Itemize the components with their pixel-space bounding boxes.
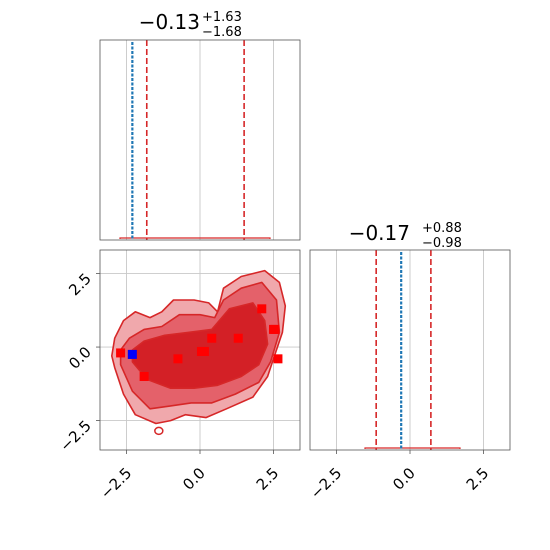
histogram-panel-x: −0.13 +1.63 −1.68 — [99, 10, 301, 241]
joint-ytick-label: 2.5 — [65, 270, 95, 300]
histogram-y-bars — [364, 447, 461, 449]
joint-sample-marker — [257, 304, 267, 314]
joint-contours — [111, 269, 287, 436]
histogram-x-grid — [126, 40, 274, 240]
joint-contour-islet — [154, 426, 164, 436]
joint-sample-marker — [233, 333, 243, 343]
histogram-y-xticks: −2.5 0.0 2.5 — [307, 450, 493, 503]
histogram-y-grid — [336, 250, 484, 450]
histogram-x-frame — [99, 39, 301, 241]
histogram-y-xtick-label: 0.0 — [389, 464, 419, 494]
histogram-x-title: −0.13 — [139, 10, 200, 34]
histogram-panel-y: −0.17 +0.88 −0.98 −2.5 0.0 2.5 — [307, 221, 511, 503]
histogram-x-bars — [119, 237, 271, 239]
histogram-y-title-lower: −0.98 — [422, 236, 462, 251]
joint-truth-marker — [127, 349, 137, 359]
joint-sample-marker — [139, 371, 149, 381]
histogram-y-xtick-label: 2.5 — [463, 464, 493, 494]
joint-xtick-label: 0.0 — [179, 464, 209, 494]
histogram-y-title-upper: +0.88 — [422, 221, 462, 236]
histogram-x-title-lower: −1.68 — [202, 25, 242, 40]
histogram-y-title: −0.17 — [349, 221, 410, 245]
histogram-x-title-upper: +1.63 — [202, 10, 242, 25]
joint-ytick-label: −2.5 — [56, 417, 94, 455]
joint-xticks: −2.5 0.0 2.5 — [97, 450, 283, 503]
histogram-y-lines — [364, 250, 461, 450]
joint-yticks: 2.5 0.0 −2.5 — [56, 270, 100, 455]
joint-sample-marker — [199, 346, 209, 356]
joint-xtick-label: −2.5 — [97, 464, 135, 502]
joint-contour-panel: −2.5 0.0 2.5 2.5 0.0 −2.5 — [56, 249, 301, 503]
histogram-y-xtick-label: −2.5 — [307, 464, 345, 502]
joint-sample-marker — [173, 354, 183, 364]
joint-ytick-label: 0.0 — [65, 343, 95, 373]
joint-sample-marker — [270, 324, 280, 334]
joint-samples — [116, 304, 283, 381]
histogram-x-lines — [119, 40, 271, 240]
joint-xtick-label: 2.5 — [253, 464, 283, 494]
joint-contour-inner — [131, 302, 269, 390]
joint-sample-marker — [207, 333, 217, 343]
joint-sample-marker — [116, 348, 126, 358]
joint-sample-marker — [273, 354, 283, 364]
